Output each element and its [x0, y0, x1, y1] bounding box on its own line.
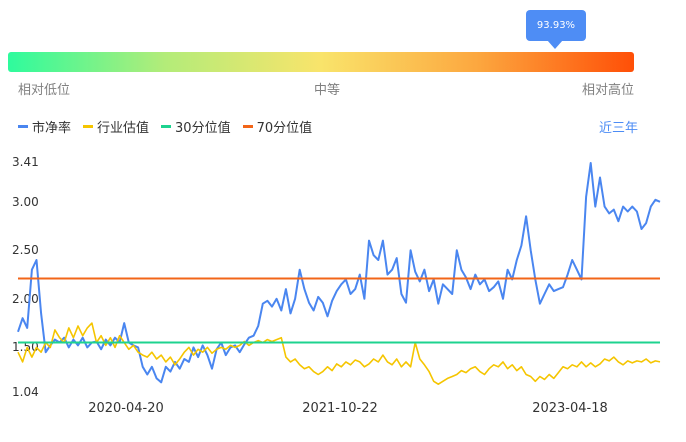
scale-low-label: 相对低位 — [18, 83, 71, 98]
x-tick-label: 2020-04-20 — [88, 401, 164, 416]
x-tick-label: 2023-04-18 — [532, 401, 608, 416]
chart-legend: 市净率 行业估值 30分位值 70分位值 — [18, 117, 324, 136]
y-tick-label: 3.00 — [12, 195, 39, 209]
legend-swatch-p30 — [161, 125, 172, 128]
legend-item-pb[interactable]: 市净率 — [18, 117, 71, 136]
x-tick-label: 2021-10-22 — [302, 401, 378, 416]
y-tick-label: 3.41 — [12, 155, 39, 169]
legend-swatch-industry — [83, 125, 94, 128]
scale-mid-label: 中等 — [314, 83, 341, 98]
legend-swatch-p70 — [242, 125, 253, 128]
legend-item-p30[interactable]: 30分位值 — [161, 117, 231, 136]
period-selector[interactable]: 近三年 — [599, 121, 639, 136]
y-tick-label: 2.00 — [12, 292, 39, 306]
series-line-pb — [17, 162, 661, 384]
legend-label-p30: 30分位值 — [175, 121, 231, 136]
percentile-tooltip: 93.93% — [526, 10, 586, 49]
legend-label-industry: 行业估值 — [97, 121, 150, 136]
series-line-industry — [17, 322, 661, 386]
y-tick-label: 1.04 — [12, 385, 39, 399]
legend-item-p70[interactable]: 70分位值 — [242, 117, 313, 136]
valuation-gauge-bar — [8, 52, 634, 72]
scale-high-label: 相对高位 — [582, 83, 635, 98]
y-tick-label: 2.50 — [12, 243, 39, 257]
legend-swatch-pb — [18, 125, 28, 128]
legend-item-industry[interactable]: 行业估值 — [83, 117, 149, 136]
legend-label-pb: 市净率 — [32, 121, 72, 136]
legend-label-p70: 70分位值 — [256, 121, 313, 136]
